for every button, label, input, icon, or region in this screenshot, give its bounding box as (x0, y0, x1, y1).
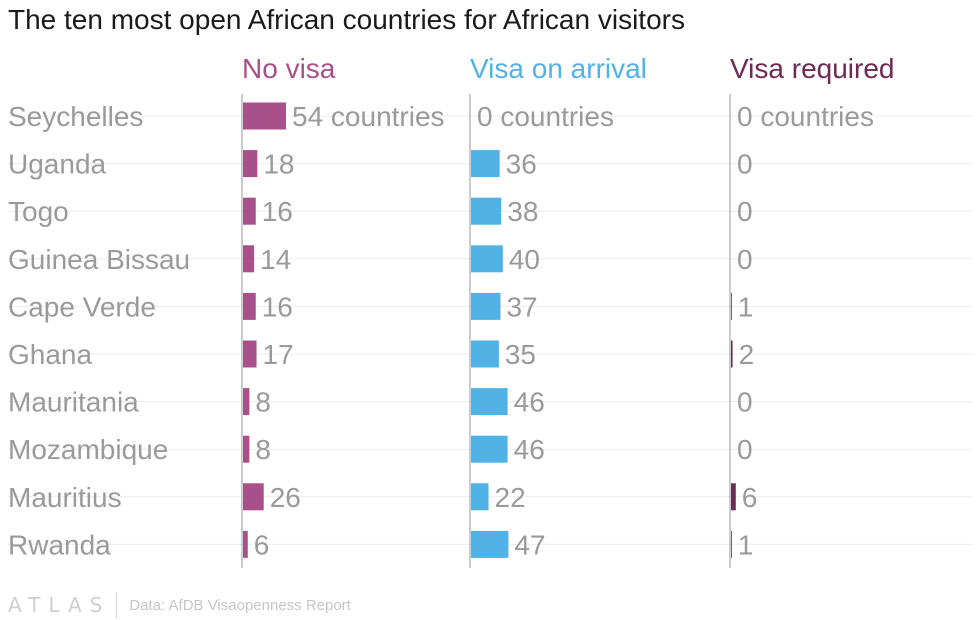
category-label-rwanda: Rwanda (8, 529, 111, 560)
value-label-no-visa-togo: 16 (262, 196, 293, 227)
bar-no-visa-mozambique (243, 435, 250, 463)
column-header-no-visa: No visa (242, 53, 336, 84)
value-label-visa-required-mauritius: 6 (742, 482, 758, 513)
bar-visa-on-arrival-guinea-bissau (471, 245, 503, 273)
value-label-visa-required-seychelles: 0 countries (737, 101, 874, 132)
category-label-mauritius: Mauritius (8, 482, 122, 513)
value-label-no-visa-mauritius: 26 (270, 482, 301, 513)
value-label-visa-required-mauritania: 0 (737, 387, 753, 418)
value-label-visa-on-arrival-uganda: 36 (506, 149, 537, 180)
bar-visa-on-arrival-togo (471, 197, 502, 225)
bar-no-visa-uganda (243, 150, 258, 178)
category-label-mauritania: Mauritania (8, 387, 139, 418)
category-label-uganda: Uganda (8, 149, 107, 180)
bar-visa-on-arrival-cape-verde (471, 292, 501, 320)
bar-no-visa-rwanda (243, 530, 248, 558)
category-label-seychelles: Seychelles (8, 101, 143, 132)
value-label-no-visa-mauritania: 8 (255, 387, 271, 418)
footer-divider (116, 592, 118, 618)
bar-visa-required-rwanda (731, 530, 732, 558)
value-label-no-visa-mozambique: 8 (255, 434, 271, 465)
value-label-visa-required-cape-verde: 1 (738, 291, 754, 322)
value-label-no-visa-rwanda: 6 (254, 529, 270, 560)
value-label-visa-on-arrival-mauritania: 46 (514, 387, 545, 418)
value-label-visa-required-ghana: 2 (739, 339, 755, 370)
value-label-visa-required-mozambique: 0 (737, 434, 753, 465)
bar-visa-required-ghana (731, 340, 733, 368)
value-label-visa-on-arrival-guinea-bissau: 40 (509, 244, 540, 275)
bar-no-visa-togo (243, 197, 256, 225)
footer: ATLAS Data: AfDB Visaopenness Report (8, 592, 351, 618)
value-label-visa-required-togo: 0 (737, 196, 753, 227)
source-note: Data: AfDB Visaopenness Report (129, 596, 351, 614)
value-label-visa-on-arrival-seychelles: 0 countries (477, 101, 614, 132)
bar-no-visa-ghana (243, 340, 257, 368)
bar-visa-required-cape-verde (731, 292, 732, 320)
value-label-no-visa-ghana: 17 (263, 339, 294, 370)
category-label-mozambique: Mozambique (8, 434, 168, 465)
category-label-ghana: Ghana (8, 339, 92, 370)
category-label-togo: Togo (8, 196, 69, 227)
value-label-visa-on-arrival-rwanda: 47 (514, 529, 545, 560)
value-label-visa-required-rwanda: 1 (738, 529, 754, 560)
bar-no-visa-mauritius (243, 483, 264, 511)
bar-visa-on-arrival-rwanda (471, 530, 509, 558)
bar-visa-required-mauritius (731, 483, 736, 511)
bar-no-visa-guinea-bissau (243, 245, 255, 273)
category-label-guinea-bissau: Guinea Bissau (8, 244, 190, 275)
value-label-no-visa-guinea-bissau: 14 (260, 244, 291, 275)
value-label-visa-required-uganda: 0 (737, 149, 753, 180)
value-label-visa-required-guinea-bissau: 0 (737, 244, 753, 275)
bar-no-visa-mauritania (243, 388, 250, 416)
value-label-visa-on-arrival-cape-verde: 37 (506, 291, 537, 322)
bar-visa-on-arrival-mauritania (471, 388, 508, 416)
bar-visa-on-arrival-ghana (471, 340, 499, 368)
value-label-visa-on-arrival-mozambique: 46 (514, 434, 545, 465)
chart-canvas: No visa Visa on arrival Visa required Seych… (8, 53, 972, 568)
bar-no-visa-cape-verde (243, 292, 256, 320)
value-label-no-visa-seychelles: 54 countries (292, 101, 445, 132)
column-header-visa-on-arrival: Visa on arrival (470, 53, 647, 84)
bar-no-visa-seychelles (243, 102, 286, 130)
value-label-visa-on-arrival-ghana: 35 (505, 339, 536, 370)
value-label-visa-on-arrival-togo: 38 (507, 196, 538, 227)
bar-visa-on-arrival-uganda (471, 150, 500, 178)
value-label-no-visa-cape-verde: 16 (262, 291, 293, 322)
bar-visa-on-arrival-mozambique (471, 435, 508, 463)
column-header-visa-required: Visa required (730, 53, 894, 84)
chart-title: The ten most open African countries for … (8, 4, 685, 35)
atlas-logo: ATLAS (8, 593, 111, 617)
value-label-no-visa-uganda: 18 (263, 149, 294, 180)
value-label-visa-on-arrival-mauritius: 22 (495, 482, 526, 513)
bar-visa-on-arrival-mauritius (471, 483, 489, 511)
category-label-cape-verde: Cape Verde (8, 291, 156, 322)
